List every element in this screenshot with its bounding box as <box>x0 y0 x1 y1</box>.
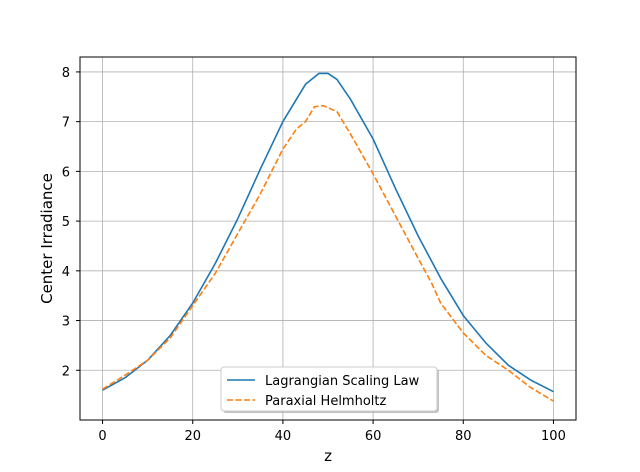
series-line-2 <box>102 104 554 402</box>
y-tick-label: 7 <box>62 116 70 131</box>
y-tick-label: 2 <box>62 364 70 379</box>
y-tick-label: 6 <box>62 165 70 180</box>
grid <box>80 57 576 420</box>
legend-label-1: Lagrangian Scaling Law <box>265 374 420 389</box>
x-tick-label: 20 <box>184 429 201 444</box>
plot-area-frame <box>79 56 577 421</box>
legend: Lagrangian Scaling Law Paraxial Helmholtz <box>220 366 439 413</box>
series-lines <box>102 72 554 402</box>
x-tick-label: 100 <box>541 429 566 444</box>
y-tick-label: 5 <box>62 215 70 230</box>
axis-ticks: 0 20 40 60 80 100 2 3 4 5 6 7 8 <box>62 66 566 444</box>
y-tick-label: 8 <box>62 66 70 81</box>
y-axis-label: Center Irradiance <box>38 173 56 304</box>
x-tick-label: 60 <box>365 429 382 444</box>
legend-box <box>220 366 438 412</box>
x-tick-label: 80 <box>455 429 472 444</box>
y-tick-label: 4 <box>62 265 70 280</box>
x-tick-label: 0 <box>98 429 106 444</box>
series-line-1 <box>102 72 554 393</box>
y-tick-label: 3 <box>62 315 70 330</box>
legend-label-2: Paraxial Helmholtz <box>265 394 386 409</box>
x-tick-label: 40 <box>275 429 292 444</box>
x-axis-label: z <box>324 447 332 465</box>
